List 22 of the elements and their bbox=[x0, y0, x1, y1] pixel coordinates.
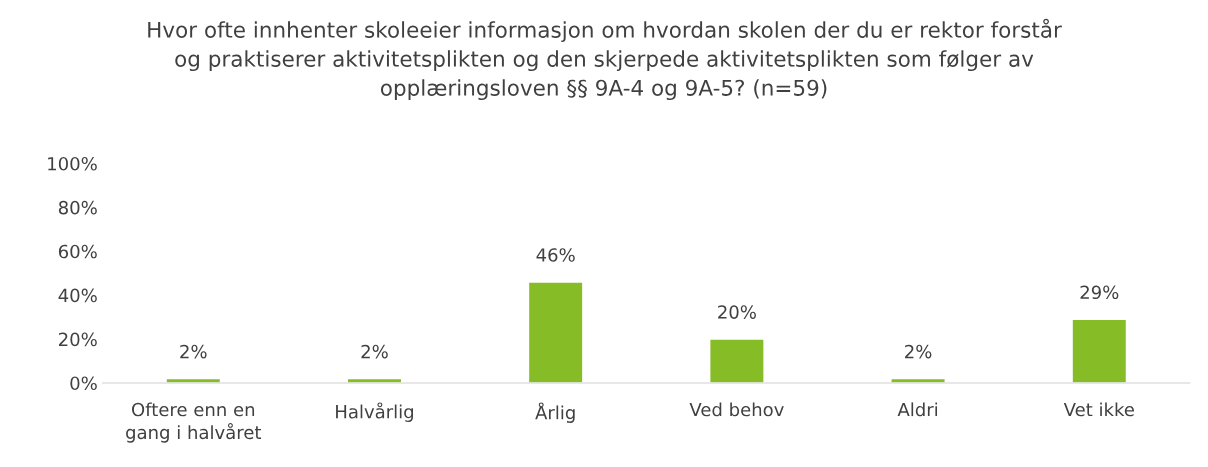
chart-title: Hvor ofte innhenter skoleeier informasjon om hvordan skolen der du er rektor forstår og praktiserer aktivitetsplikten og den skjerpede aktivitetsplikten som følger av opplæringsloven §§ 9A-4 og 9A-5? (n=59) bbox=[148, 18, 1062, 101]
data-label: 2% bbox=[905, 344, 932, 359]
data-label: 46% bbox=[536, 248, 575, 262]
y-tick-label: 0% bbox=[70, 376, 97, 391]
x-tick-label: Ved behov bbox=[689, 402, 784, 417]
x-tick-label: Årlig bbox=[535, 402, 575, 423]
y-tick-label: 80% bbox=[58, 200, 97, 215]
bar bbox=[1071, 318, 1128, 383]
y-tick-label: 40% bbox=[58, 288, 97, 303]
x-tick-label: Vet ikke bbox=[1063, 402, 1134, 417]
bar bbox=[527, 281, 584, 383]
data-label: 29% bbox=[1080, 285, 1119, 300]
data-label: 20% bbox=[718, 305, 756, 319]
y-tick-label: 100% bbox=[48, 156, 97, 171]
data-label: 2% bbox=[361, 344, 388, 359]
x-tick-label: Halvårlig bbox=[336, 402, 413, 422]
bar bbox=[709, 338, 765, 383]
x-tick-label: Aldri bbox=[897, 402, 938, 417]
x-tick-label: Oftere enn en gang i halvåret bbox=[126, 402, 262, 443]
data-label: 2% bbox=[180, 344, 207, 359]
y-tick-label: 60% bbox=[58, 244, 97, 259]
y-tick-label: 20% bbox=[59, 332, 97, 347]
